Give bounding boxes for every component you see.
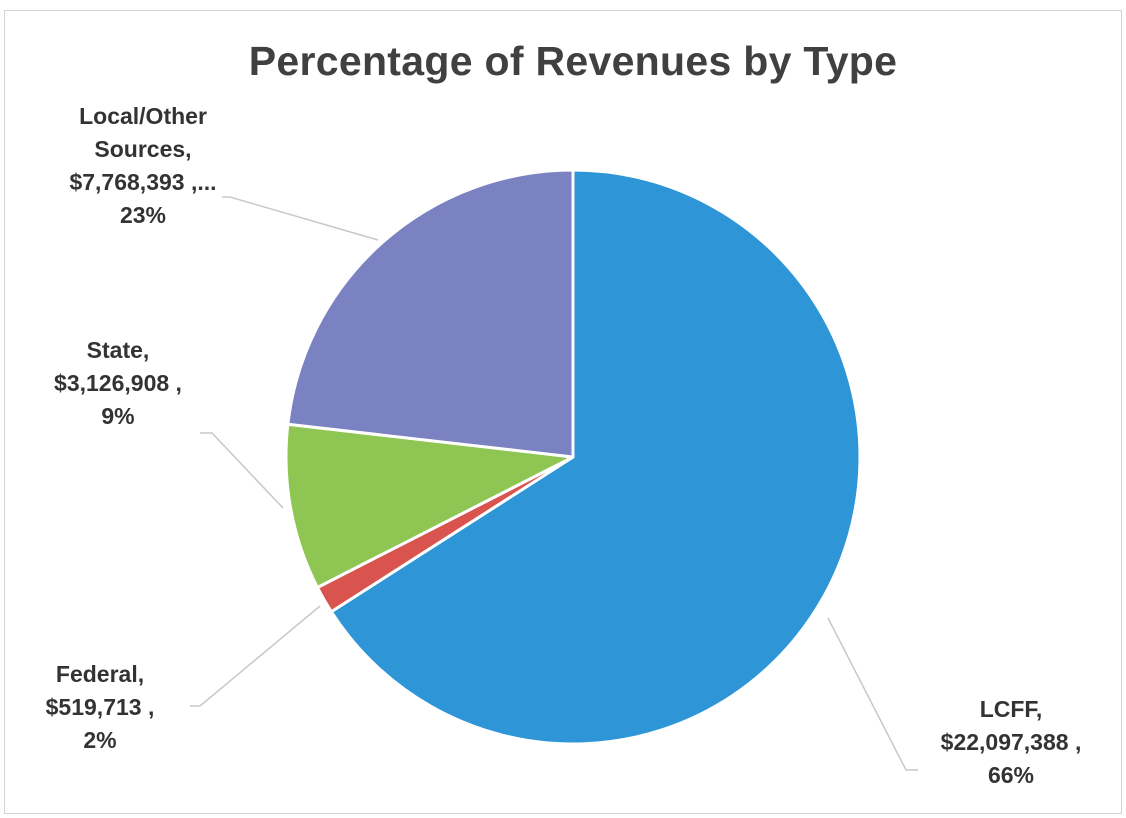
slice-label-federal: Federal, $519,713 , 2% — [46, 661, 155, 753]
slice-label-line: $3,126,908 , — [54, 370, 182, 396]
chart-title: Percentage of Revenues by Type — [248, 38, 898, 84]
slice-label-line: 66% — [988, 762, 1034, 788]
slice-label-line: $22,097,388 , — [941, 729, 1082, 755]
slice-label-line: 2% — [83, 727, 116, 753]
slice-label-line: Local/Other — [79, 103, 207, 129]
leader-line — [200, 432, 284, 509]
leader-lines — [190, 196, 918, 771]
leader-line — [827, 617, 918, 771]
slice-label-line: LCFF, — [980, 696, 1043, 722]
slice-label-line: $7,768,393 ,... — [69, 169, 216, 195]
slice-labels: LCFF, $22,097,388 , 66% Federal, $519,713 , 2… — [46, 103, 1082, 788]
slice-label-local-other-sources: Local/Other Sources, $7,768,393 ,... 23% — [69, 103, 216, 228]
leader-line — [190, 605, 321, 707]
slice-label-line: State, — [87, 337, 150, 363]
pie-slice-local-other-sources — [286, 168, 575, 459]
slice-label-lcff: LCFF, $22,097,388 , 66% — [941, 696, 1082, 788]
pie-slice-lcff — [329, 168, 862, 746]
pie-slice-state — [284, 422, 575, 589]
slice-label-line: 23% — [120, 202, 166, 228]
slice-label-line: Sources, — [94, 136, 191, 162]
slice-label-line: $519,713 , — [46, 694, 155, 720]
pie-slices — [284, 168, 862, 746]
slice-label-line: Federal, — [56, 661, 144, 687]
slice-label-line: 9% — [101, 403, 134, 429]
slice-label-state: State, $3,126,908 , 9% — [54, 337, 182, 429]
leader-line — [222, 196, 379, 241]
